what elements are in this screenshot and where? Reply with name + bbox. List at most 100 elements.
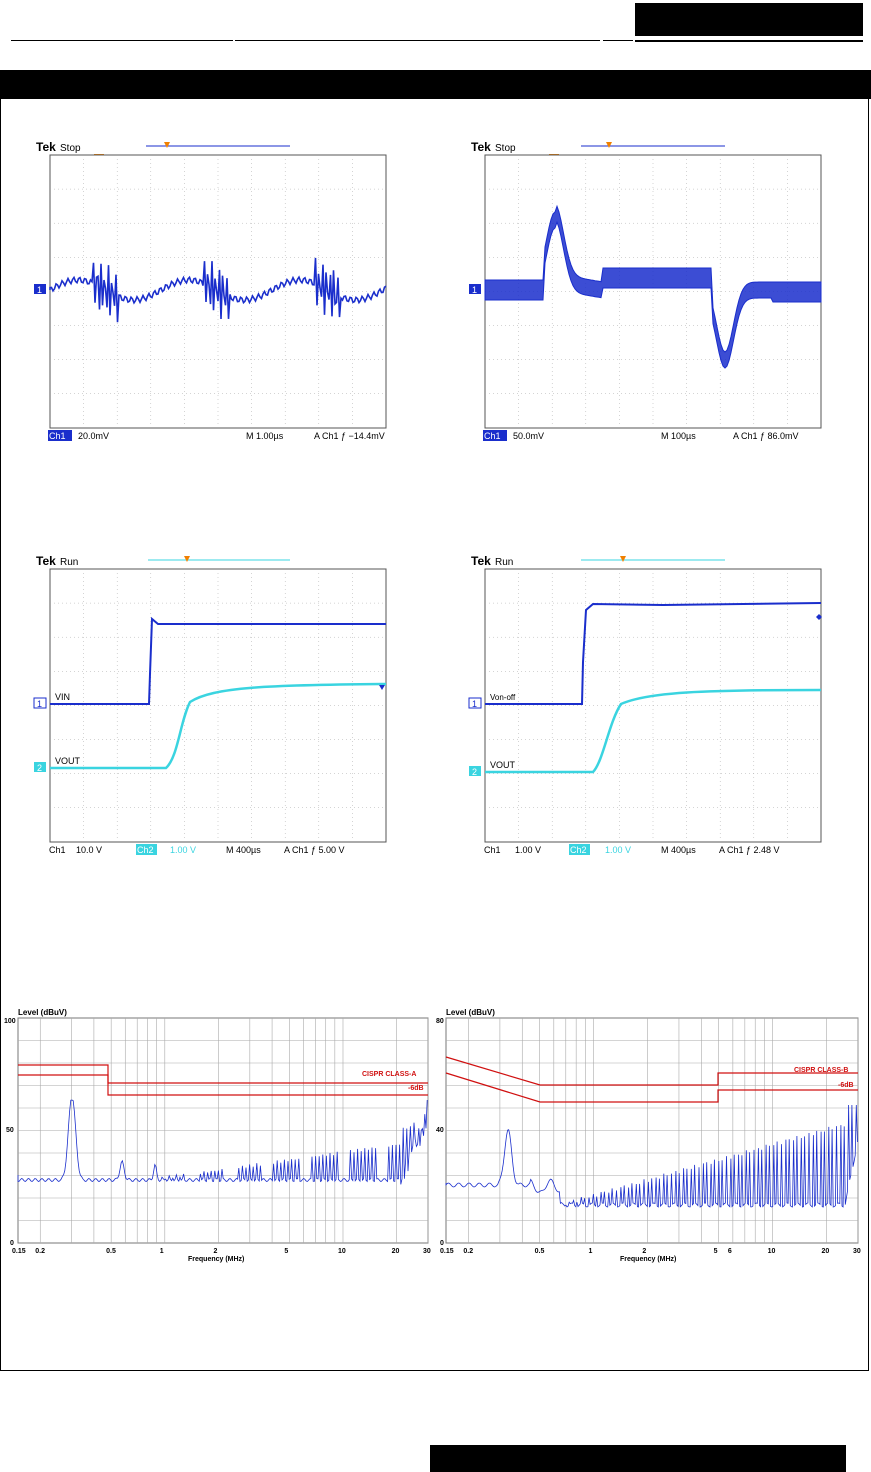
emi-x-tick-0.5: 0.5 <box>106 1248 116 1255</box>
vout-trace <box>485 688 822 774</box>
limit-line <box>18 1064 428 1084</box>
emi-chart-class-b: Level (dBuV) 80 40 0 0.15 0.2 0.5 1 2 5 6 10 20 3… <box>430 1005 870 1265</box>
ch1-trace <box>49 257 387 323</box>
record-trigger-marker <box>164 142 170 148</box>
ch1-ground-marker <box>468 697 482 709</box>
emi-grid <box>18 1018 429 1243</box>
emi-ymin: 0 <box>440 1240 444 1247</box>
emi-class-b-svg: Level (dBuV) 80 40 0 0.15 0.2 0.5 1 2 5 6 10 20 3… <box>436 1008 861 1263</box>
scope-brand: Tek <box>471 140 491 154</box>
emi-x-tick-0.2: 0.2 <box>463 1248 473 1255</box>
emi-x-tick-1: 1 <box>589 1248 593 1255</box>
scope-startup-onoff-svg: Tek Run 1 2 Von-off VOUT Ch1 1.00 V Ch2 … <box>468 554 822 855</box>
timebase: M 1.00µs <box>246 431 284 441</box>
ch1-trace <box>484 204 822 369</box>
scope-grid <box>484 568 822 843</box>
figure-frame <box>0 99 869 1371</box>
limit-line <box>445 1056 858 1086</box>
ch2-ground-marker <box>469 766 481 776</box>
limit-label: CISPR CLASS-A <box>362 1071 416 1078</box>
emi-ymid: 40 <box>436 1127 444 1134</box>
emi-x-tick-0.5: 0.5 <box>535 1248 545 1255</box>
header-logo-block <box>635 3 863 36</box>
emi-x-tick-5: 5 <box>714 1248 718 1255</box>
ch2-ground-marker <box>34 762 46 772</box>
ch1-level-marker <box>816 614 822 620</box>
header-rule-middle <box>235 40 600 41</box>
von-off-label: Von-off <box>490 693 516 702</box>
ch2-label: Ch2 <box>570 845 587 855</box>
timebase: M 400µs <box>661 845 696 855</box>
scope-state: Stop <box>60 143 81 154</box>
trigger-readout: A Ch1 ƒ 2.48 V <box>719 845 780 855</box>
emi-trace <box>445 1104 858 1208</box>
margin-label: -6dB <box>408 1085 424 1092</box>
record-trigger-marker <box>606 142 612 148</box>
ch1-ground-label: 1 <box>472 285 477 295</box>
ch2-ground-label: 2 <box>37 763 42 773</box>
emi-x-tick-1: 1 <box>160 1248 164 1255</box>
emi-x-tick-30: 30 <box>853 1248 861 1255</box>
limit-label: CISPR CLASS-B <box>794 1067 848 1074</box>
emi-ymid: 50 <box>6 1127 14 1134</box>
ch1-label-box <box>48 430 72 441</box>
ch2-scale: 1.00 V <box>605 845 631 855</box>
ch1-scale: 1.00 V <box>515 845 541 855</box>
scope-transient-svg: Tek Stop 1 Ch1 50.0mV M 100µs A Ch1 ƒ 86… <box>469 140 822 441</box>
ch1-level-marker <box>379 685 385 690</box>
scope-transient: Tek Stop 1 Ch1 50.0mV M 100µs A Ch1 ƒ 86… <box>463 138 828 444</box>
emi-x-tick-0.15: 0.15 <box>440 1248 454 1255</box>
emi-chart-class-a: Level (dBuV) 100 50 0 0.15 0.2 0.5 1 2 5 10 20 3… <box>0 1005 440 1265</box>
trigger-readout: A Ch1 ƒ 5.00 V <box>284 845 345 855</box>
ch1-scale: 50.0mV <box>513 431 544 441</box>
ch1-label: Ch1 <box>49 845 66 855</box>
emi-ylabel: Level (dBuV) <box>446 1008 495 1017</box>
scope-ripple: Tek Stop 1 Ch1 20.0mV M 1.00µs A Ch1 ƒ −… <box>28 138 393 444</box>
vin-trace <box>50 616 386 705</box>
ch1-ground-label: 1 <box>472 699 477 709</box>
emi-x-tick-6: 6 <box>728 1248 732 1255</box>
emi-x-tick-10: 10 <box>768 1248 776 1255</box>
margin-label: -6dB <box>838 1082 854 1089</box>
emi-grid <box>446 1018 859 1243</box>
timebase: M 400µs <box>226 845 261 855</box>
scope-state: Run <box>60 557 78 568</box>
scope-startup-vin: Tek Run 1 2 VIN VOUT Ch1 10.0 V Ch2 1.00… <box>28 552 393 858</box>
emi-ymin: 0 <box>10 1240 14 1247</box>
emi-x-ticks: 0.15 0.2 0.5 1 2 5 10 20 30 <box>12 1248 431 1255</box>
ch1-ground-marker <box>34 284 46 294</box>
scope-ripple-svg: Tek Stop 1 Ch1 20.0mV M 1.00µs A Ch1 ƒ −… <box>34 140 387 441</box>
timebase: M 100µs <box>661 431 696 441</box>
vout-trace <box>50 682 387 770</box>
ch2-ground-label: 2 <box>472 767 477 777</box>
ch1-ground-label: 1 <box>37 285 42 295</box>
emi-x-tick-0.15: 0.15 <box>12 1248 26 1255</box>
emi-ymax: 80 <box>436 1018 444 1025</box>
ch2-label: Ch2 <box>137 845 154 855</box>
header-logo-underline <box>635 40 863 42</box>
emi-trace <box>17 1099 428 1185</box>
scope-state: Run <box>495 557 513 568</box>
header-rule-right <box>603 40 633 41</box>
footer-block <box>430 1445 846 1472</box>
margin-line <box>445 1072 858 1103</box>
ch1-ground-marker <box>469 284 481 294</box>
ch1-label: Ch1 <box>49 431 66 441</box>
von-off-trace <box>485 602 822 705</box>
emi-x-tick-10: 10 <box>338 1248 346 1255</box>
record-trigger-marker <box>620 556 626 562</box>
emi-x-tick-20: 20 <box>821 1248 829 1255</box>
ch2-label-box <box>136 844 157 855</box>
trigger-readout: A Ch1 ƒ −14.4mV <box>314 431 385 441</box>
scope-brand: Tek <box>36 140 56 154</box>
scope-startup-vin-svg: Tek Run 1 2 VIN VOUT Ch1 10.0 V Ch2 1.00… <box>33 554 387 855</box>
emi-ymax: 100 <box>4 1018 16 1025</box>
emi-ylabel: Level (dBuV) <box>18 1008 67 1017</box>
emi-xlabel: Frequency (MHz) <box>188 1256 244 1263</box>
emi-class-a-svg: Level (dBuV) 100 50 0 0.15 0.2 0.5 1 2 5 10 20 3… <box>4 1008 431 1263</box>
record-trigger-marker <box>184 556 190 562</box>
vout-label: VOUT <box>490 760 516 770</box>
ch1-label: Ch1 <box>484 845 501 855</box>
emi-x-ticks: 0.15 0.2 0.5 1 2 5 6 10 20 30 <box>440 1248 861 1255</box>
ch1-ground-label: 1 <box>37 699 42 709</box>
